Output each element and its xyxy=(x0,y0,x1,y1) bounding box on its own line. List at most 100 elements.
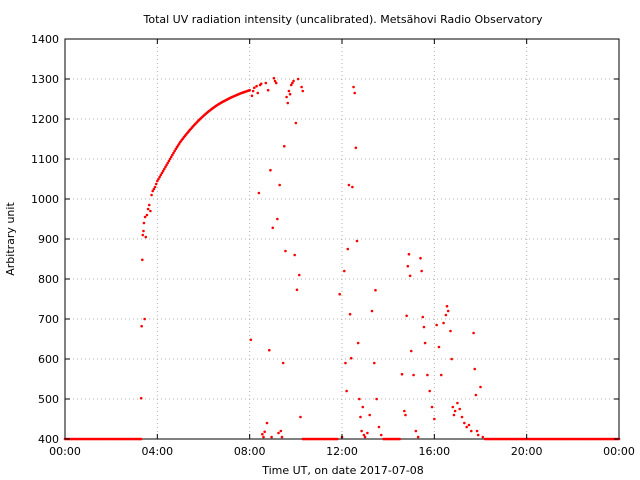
data-point xyxy=(404,413,407,417)
data-point xyxy=(292,79,295,83)
data-point xyxy=(405,314,408,318)
data-point xyxy=(141,233,145,237)
data-point xyxy=(474,393,478,397)
data-point xyxy=(140,324,143,328)
data-point xyxy=(139,396,143,400)
data-point xyxy=(150,193,153,197)
data-point xyxy=(400,372,404,376)
data-point xyxy=(435,323,438,327)
data-point xyxy=(446,309,450,313)
data-point xyxy=(265,421,269,425)
chart-title: Total UV radiation intensity (uncalibrat… xyxy=(143,13,543,26)
data-points xyxy=(63,76,621,441)
data-point xyxy=(379,433,383,437)
data-point xyxy=(301,89,305,93)
data-point xyxy=(426,373,429,377)
data-point xyxy=(276,217,279,221)
y-axis-label: Arbitrary unit xyxy=(4,202,17,276)
data-point xyxy=(348,312,352,316)
grid-lines xyxy=(65,39,619,439)
data-point xyxy=(437,345,441,349)
data-point xyxy=(171,153,174,157)
data-point xyxy=(173,149,176,153)
data-point xyxy=(366,431,369,435)
data-point xyxy=(406,264,410,268)
data-point xyxy=(439,373,443,377)
data-point xyxy=(472,331,475,335)
data-point xyxy=(262,435,265,439)
data-point xyxy=(338,292,341,296)
data-point xyxy=(259,82,263,86)
x-tick-label: 20:00 xyxy=(511,445,543,458)
data-point xyxy=(463,421,466,425)
data-point xyxy=(347,183,351,187)
data-point xyxy=(160,171,164,175)
data-point xyxy=(358,397,361,401)
data-point xyxy=(165,163,168,167)
y-tick-label: 400 xyxy=(38,433,59,446)
data-point xyxy=(147,203,151,207)
x-tick-label: 12:00 xyxy=(326,445,358,458)
data-point xyxy=(445,304,449,308)
data-point xyxy=(352,85,355,89)
data-point xyxy=(363,435,367,439)
y-tick-label: 700 xyxy=(38,313,59,326)
data-point xyxy=(154,182,158,186)
data-point xyxy=(398,437,402,441)
data-point xyxy=(450,357,453,361)
data-point xyxy=(250,94,254,98)
data-point xyxy=(278,183,281,187)
data-point xyxy=(355,239,359,243)
data-point xyxy=(256,91,260,95)
data-point xyxy=(271,226,275,230)
data-point xyxy=(444,313,448,317)
y-tick-label: 500 xyxy=(38,393,59,406)
data-point xyxy=(168,157,172,161)
data-point xyxy=(261,432,264,436)
data-point xyxy=(370,309,374,313)
data-point xyxy=(423,341,427,345)
data-point xyxy=(368,413,372,417)
data-point xyxy=(167,159,171,163)
data-point xyxy=(282,144,286,148)
data-point xyxy=(151,189,155,193)
data-point xyxy=(270,435,273,439)
data-point xyxy=(442,321,445,325)
x-axis-label: Time UT, on date 2017-07-08 xyxy=(261,464,424,477)
data-point xyxy=(266,88,270,92)
data-point xyxy=(267,348,271,352)
data-point xyxy=(476,433,480,437)
data-point xyxy=(263,430,266,434)
data-point xyxy=(277,431,280,435)
data-point xyxy=(257,191,261,195)
data-point xyxy=(469,429,473,433)
data-point xyxy=(249,338,253,342)
data-point xyxy=(453,409,457,413)
data-point xyxy=(300,85,303,89)
data-point xyxy=(297,273,301,277)
data-point xyxy=(373,361,376,365)
data-point xyxy=(460,415,464,419)
y-tick-label: 1400 xyxy=(31,33,59,46)
y-tick-label: 800 xyxy=(38,273,59,286)
data-point xyxy=(293,253,296,257)
data-point xyxy=(139,437,143,441)
data-point xyxy=(295,288,299,292)
data-point xyxy=(159,173,163,177)
data-point xyxy=(419,256,422,260)
data-point xyxy=(166,161,170,165)
x-tick-label: 08:00 xyxy=(234,445,266,458)
data-point xyxy=(145,213,149,217)
data-point xyxy=(481,435,485,439)
y-tick-label: 1200 xyxy=(31,113,59,126)
data-point xyxy=(158,175,161,179)
data-point xyxy=(299,415,302,419)
data-point xyxy=(156,179,159,183)
data-point xyxy=(349,356,353,360)
data-point xyxy=(452,413,456,417)
data-point xyxy=(255,84,258,88)
data-point xyxy=(142,229,145,233)
data-point xyxy=(403,409,406,413)
data-point xyxy=(456,401,459,405)
data-point xyxy=(294,121,298,125)
